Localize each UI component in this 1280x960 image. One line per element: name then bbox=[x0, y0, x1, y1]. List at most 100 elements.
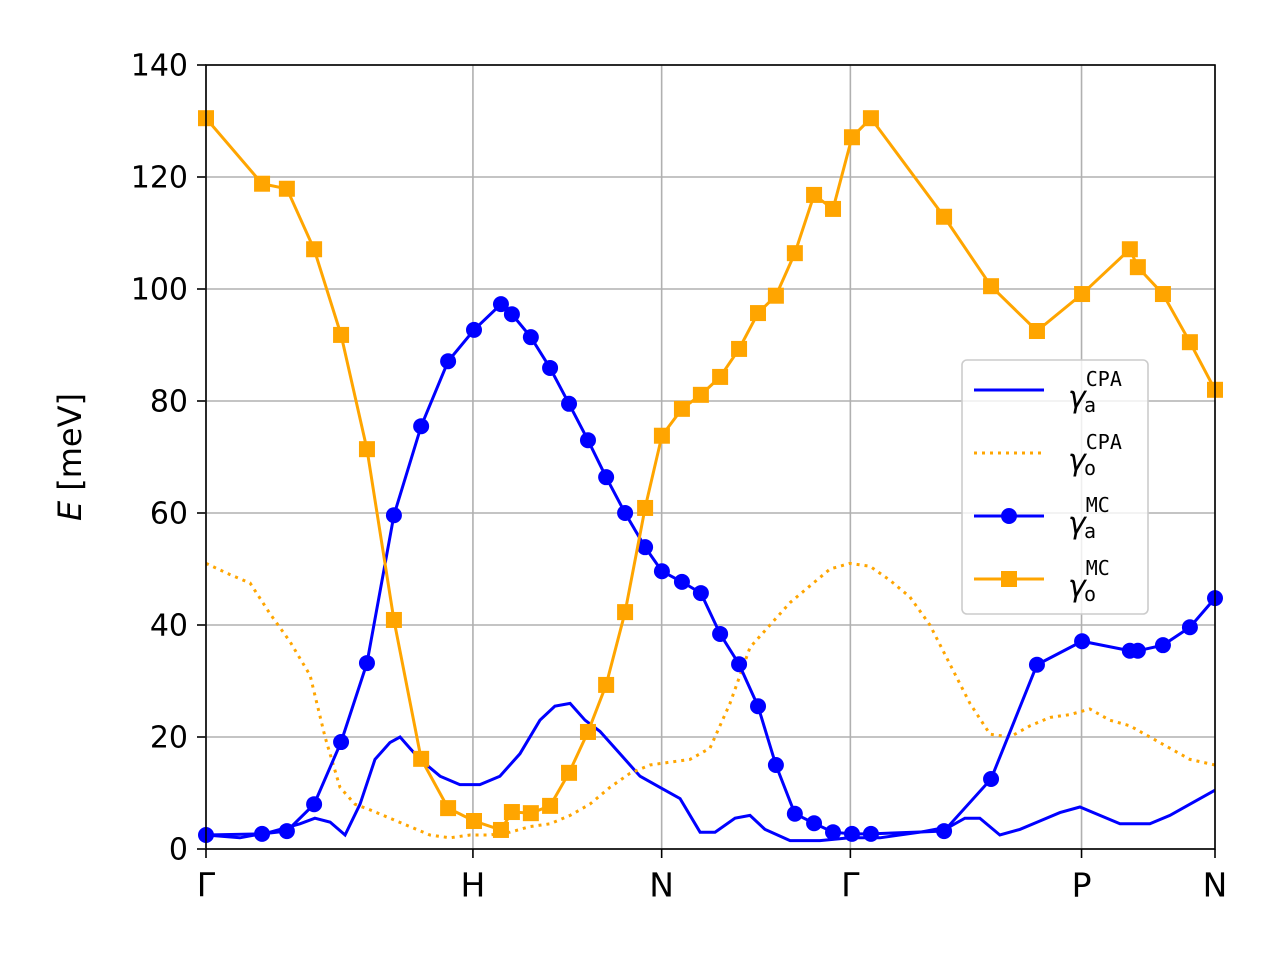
legend-label: γMC a bbox=[1068, 493, 1110, 543]
marker bbox=[731, 340, 748, 357]
marker bbox=[413, 750, 430, 767]
marker bbox=[413, 418, 430, 435]
marker bbox=[806, 815, 823, 832]
marker bbox=[862, 110, 879, 127]
marker bbox=[862, 825, 879, 842]
legend-symbol: γ bbox=[1068, 569, 1088, 604]
legend-label: γCPA o bbox=[1068, 430, 1122, 480]
marker bbox=[254, 175, 271, 192]
series-line bbox=[204, 115, 1217, 832]
marker bbox=[561, 395, 578, 412]
marker bbox=[673, 400, 690, 417]
marker bbox=[306, 796, 323, 813]
marker bbox=[1074, 633, 1091, 650]
marker bbox=[767, 287, 784, 304]
legend-sub: o bbox=[1084, 456, 1096, 480]
marker bbox=[617, 505, 634, 521]
marker bbox=[936, 823, 953, 840]
marker bbox=[750, 305, 767, 322]
marker bbox=[542, 797, 559, 814]
y-tick-label: 100 bbox=[131, 273, 188, 308]
marker bbox=[843, 129, 860, 146]
marker bbox=[843, 825, 860, 842]
marker bbox=[1028, 656, 1045, 673]
y-tick-label: 80 bbox=[150, 385, 188, 420]
legend-marker bbox=[1001, 571, 1017, 587]
x-tick-label: H bbox=[461, 866, 486, 905]
y-tick-label: 40 bbox=[150, 609, 188, 644]
marker bbox=[750, 698, 767, 715]
legend-symbol: γ bbox=[1068, 443, 1088, 478]
y-tick-label: 120 bbox=[131, 161, 188, 196]
marker bbox=[653, 563, 670, 580]
marker bbox=[1129, 642, 1146, 659]
marker bbox=[385, 507, 402, 524]
marker bbox=[358, 655, 375, 672]
marker bbox=[617, 604, 634, 621]
marker bbox=[936, 208, 953, 225]
marker bbox=[503, 804, 520, 821]
marker bbox=[492, 296, 509, 313]
marker bbox=[731, 656, 748, 673]
y-tick-label: 0 bbox=[169, 833, 188, 868]
marker bbox=[637, 499, 654, 516]
legend-box bbox=[961, 359, 1149, 615]
marker bbox=[983, 278, 1000, 295]
marker bbox=[522, 805, 539, 822]
marker bbox=[1028, 323, 1045, 339]
marker bbox=[542, 359, 559, 376]
marker bbox=[579, 432, 596, 449]
y-label-unit: [meV] bbox=[51, 393, 89, 491]
y-axis-label: E [meV] bbox=[51, 393, 89, 521]
series-line bbox=[205, 561, 1216, 840]
marker bbox=[712, 625, 729, 642]
marker bbox=[522, 329, 539, 346]
y-tick-label: 60 bbox=[150, 497, 188, 532]
legend-sup: MC bbox=[1086, 493, 1110, 517]
marker bbox=[1154, 286, 1171, 303]
marker bbox=[492, 821, 509, 838]
marker bbox=[786, 805, 803, 822]
x-tick-label: P bbox=[1072, 866, 1092, 905]
legend-sup: CPA bbox=[1086, 430, 1122, 454]
marker bbox=[1121, 241, 1138, 258]
marker bbox=[278, 823, 295, 840]
marker bbox=[673, 573, 690, 590]
plot-frame bbox=[205, 64, 1216, 850]
y-tick-label: 140 bbox=[131, 49, 188, 84]
y-tick-label: 20 bbox=[150, 721, 188, 756]
marker bbox=[440, 353, 457, 370]
marker bbox=[825, 200, 842, 217]
marker bbox=[806, 186, 823, 203]
legend-marker bbox=[1001, 508, 1017, 524]
legend-label: γMC o bbox=[1068, 556, 1110, 606]
marker bbox=[465, 813, 482, 829]
marker bbox=[692, 386, 709, 403]
marker bbox=[333, 326, 350, 343]
legend-sub: a bbox=[1084, 519, 1096, 543]
series-line bbox=[205, 302, 1217, 837]
marker bbox=[712, 368, 729, 385]
marker bbox=[1181, 334, 1198, 351]
legend-sub: o bbox=[1084, 582, 1096, 606]
marker bbox=[465, 321, 482, 338]
marker bbox=[254, 825, 271, 842]
marker bbox=[983, 771, 1000, 787]
x-tick-label: N bbox=[1203, 866, 1228, 905]
marker bbox=[825, 824, 842, 841]
marker bbox=[692, 585, 709, 602]
legend-sup: CPA bbox=[1086, 367, 1122, 391]
x-tick-label: N bbox=[649, 866, 674, 905]
marker bbox=[503, 306, 520, 323]
legend-sup: MC bbox=[1086, 556, 1110, 580]
legend-symbol: γ bbox=[1068, 506, 1088, 541]
x-tick-label: Γ bbox=[197, 866, 216, 905]
marker bbox=[1154, 637, 1171, 654]
legend-symbol: γ bbox=[1068, 380, 1088, 415]
legend-label: γCPA a bbox=[1068, 367, 1122, 417]
marker bbox=[333, 734, 350, 751]
marker bbox=[637, 539, 654, 556]
marker bbox=[786, 245, 803, 262]
marker bbox=[440, 800, 457, 817]
